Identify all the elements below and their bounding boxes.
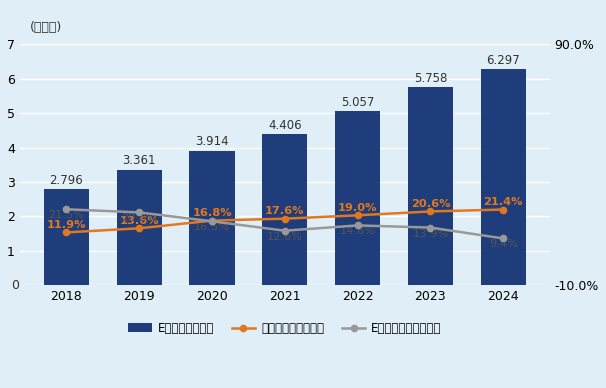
Text: 13.9%: 13.9% — [412, 229, 448, 239]
Text: 5.758: 5.758 — [414, 72, 447, 85]
Text: 13.6%: 13.6% — [119, 216, 159, 225]
Text: 9.4%: 9.4% — [489, 239, 518, 249]
Text: 12.6%: 12.6% — [267, 232, 303, 242]
Text: 21.5%: 21.5% — [48, 210, 84, 220]
Text: 3.361: 3.361 — [122, 154, 156, 168]
Text: 20.6%: 20.6% — [411, 199, 450, 209]
Bar — [262, 133, 307, 285]
Text: 2.796: 2.796 — [50, 174, 84, 187]
Bar — [335, 111, 380, 285]
Bar — [117, 170, 162, 285]
Text: 21.4%: 21.4% — [484, 197, 523, 207]
Bar — [190, 151, 235, 285]
Text: 0: 0 — [11, 279, 19, 292]
Text: 6.297: 6.297 — [486, 54, 520, 66]
Bar — [408, 87, 453, 285]
Text: 11.9%: 11.9% — [47, 220, 86, 230]
Text: 16.5%: 16.5% — [194, 222, 230, 232]
Text: 20.2%: 20.2% — [121, 213, 157, 223]
Text: 5.057: 5.057 — [341, 96, 375, 109]
Text: 16.8%: 16.8% — [192, 208, 232, 218]
Text: 19.0%: 19.0% — [338, 203, 378, 213]
Bar — [481, 69, 526, 285]
Text: 14.8%: 14.8% — [339, 227, 376, 236]
Text: 3.914: 3.914 — [195, 135, 229, 149]
Text: (兆ドル): (兆ドル) — [30, 21, 62, 34]
Text: 4.406: 4.406 — [268, 118, 302, 132]
Bar — [44, 189, 89, 285]
Legend: Eコマース売上高, 全小売に占める割合, Eコマース市場成長率: Eコマース売上高, 全小売に占める割合, Eコマース市場成長率 — [123, 317, 447, 340]
Text: 17.6%: 17.6% — [265, 206, 305, 216]
